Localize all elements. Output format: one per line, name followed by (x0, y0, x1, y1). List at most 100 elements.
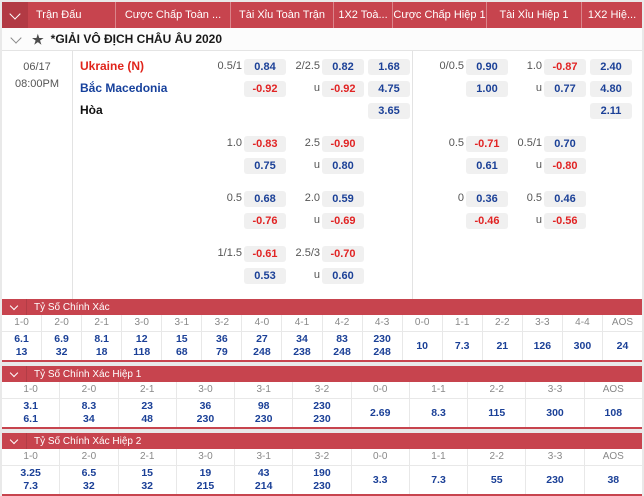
score-odds[interactable]: 19 (199, 467, 212, 479)
h1-1x2-odds[interactable]: 2.40 (590, 58, 632, 75)
team-name-away[interactable]: Bắc Macedonia (80, 80, 168, 95)
ft-1x2-odds[interactable]: 1.68 (368, 58, 410, 75)
score-odds[interactable]: 2.69 (370, 406, 391, 419)
score-odds[interactable]: 248 (253, 346, 271, 358)
score-odds[interactable]: 27 (256, 333, 268, 345)
ft-handicap-odds[interactable]: -0.76 (244, 212, 286, 229)
score-odds[interactable]: 248 (333, 346, 351, 358)
score-odds[interactable]: 6.9 (54, 333, 69, 345)
h1-overunder-odds[interactable]: -0.87 (544, 58, 586, 75)
score-odds[interactable]: 7.3 (454, 339, 470, 352)
score-odds[interactable]: 6.1 (23, 413, 38, 425)
score-odds[interactable]: 13 (15, 346, 28, 358)
score-odds[interactable]: 115 (488, 406, 506, 419)
chevron-box[interactable] (2, 299, 27, 315)
ft-overunder-odds[interactable]: -0.92 (322, 80, 364, 97)
score-odds[interactable]: 83 (336, 333, 348, 345)
score-odds[interactable]: 8.1 (94, 333, 109, 345)
ft-handicap-odds[interactable]: 0.84 (244, 58, 286, 75)
team-name-draw[interactable]: Hòa (80, 102, 103, 117)
h1-handicap-odds[interactable]: -0.46 (466, 212, 508, 229)
score-odds[interactable]: 98 (257, 400, 270, 412)
ft-handicap-odds[interactable]: 0.75 (244, 157, 286, 174)
chevron-box[interactable] (2, 433, 27, 449)
score-odds[interactable]: 230 (546, 473, 564, 486)
score-odds[interactable]: 214 (254, 480, 273, 492)
ft-overunder-odds[interactable]: 0.59 (322, 190, 364, 207)
h1-overunder-odds[interactable]: -0.80 (544, 157, 586, 174)
score-odds[interactable]: 118 (133, 346, 151, 358)
h1-handicap-odds[interactable]: -0.71 (466, 135, 508, 152)
ft-handicap-odds[interactable]: -0.61 (244, 245, 286, 262)
score-odds[interactable]: 215 (196, 480, 215, 492)
score-odds[interactable]: 43 (257, 467, 270, 479)
score-odds[interactable]: 300 (546, 406, 564, 419)
h1-handicap-odds[interactable]: 1.00 (466, 80, 508, 97)
ft-1x2-odds[interactable]: 4.75 (368, 80, 410, 97)
star-icon[interactable]: ★ (32, 31, 44, 47)
team-name-home[interactable]: Ukraine (N) (80, 58, 145, 73)
score-odds[interactable]: 230 (313, 400, 331, 412)
ft-handicap-odds[interactable]: -0.83 (244, 135, 286, 152)
h1-handicap-odds[interactable]: 0.90 (466, 58, 508, 75)
ft-overunder-odds[interactable]: -0.90 (322, 135, 364, 152)
score-odds[interactable]: 248 (373, 346, 391, 358)
score-odds[interactable]: 21 (496, 339, 509, 352)
score-odds[interactable]: 10 (416, 339, 428, 352)
h1-handicap-odds[interactable]: 0.36 (466, 190, 508, 207)
score-odds[interactable]: 48 (141, 413, 153, 425)
chevron-box[interactable] (2, 366, 27, 382)
h1-1x2-odds[interactable]: 4.80 (590, 80, 632, 97)
score-odds[interactable]: 32 (141, 480, 153, 492)
ft-overunder-odds[interactable]: -0.69 (322, 212, 364, 229)
score-odds[interactable]: 24 (616, 339, 629, 352)
score-odds[interactable]: 55 (490, 473, 503, 486)
score-odds[interactable]: 230 (313, 480, 331, 492)
ft-handicap-odds[interactable]: 0.68 (244, 190, 286, 207)
score-odds[interactable]: 15 (141, 467, 153, 479)
h1-1x2-odds[interactable]: 2.11 (590, 102, 632, 119)
score-odds[interactable]: 108 (604, 406, 623, 419)
score-odds[interactable]: 6.5 (81, 467, 97, 479)
h1-handicap-odds[interactable]: 0.61 (466, 157, 508, 174)
score-odds[interactable]: 300 (573, 339, 592, 352)
ft-1x2-odds[interactable]: 3.65 (368, 102, 410, 119)
collapse-all-button[interactable] (2, 2, 28, 28)
score-odds[interactable]: 230 (196, 413, 215, 425)
score-odds[interactable]: 8.3 (81, 400, 97, 412)
score-odds[interactable]: 3.1 (23, 400, 38, 412)
score-odds[interactable]: 7.3 (431, 473, 446, 486)
ft-overunder-odds[interactable]: 0.60 (322, 267, 364, 284)
score-odds[interactable]: 3.25 (20, 467, 41, 479)
score-odds[interactable]: 34 (83, 413, 95, 425)
ft-handicap-odds[interactable]: 0.53 (244, 267, 286, 284)
ft-overunder-odds[interactable]: -0.70 (322, 245, 364, 262)
score-odds[interactable]: 68 (175, 346, 188, 358)
ft-overunder-odds[interactable]: 0.82 (322, 58, 364, 75)
score-odds[interactable]: 230 (313, 413, 331, 425)
score-odds[interactable]: 23 (141, 400, 153, 412)
h1-overunder-odds[interactable]: -0.56 (544, 212, 586, 229)
score-odds[interactable]: 7.3 (23, 480, 38, 492)
score-odds[interactable]: 230 (373, 333, 391, 345)
ft-overunder-odds[interactable]: 0.80 (322, 157, 364, 174)
score-odds[interactable]: 190 (313, 467, 331, 479)
score-odds[interactable]: 238 (293, 346, 311, 358)
ft-handicap-odds[interactable]: -0.92 (244, 80, 286, 97)
score-section-header[interactable]: Tỷ Số Chính Xác Hiệp 2 (2, 433, 642, 449)
score-odds[interactable]: 15 (175, 333, 188, 345)
score-section-header[interactable]: Tỷ Số Chính Xác (2, 299, 642, 315)
score-odds[interactable]: 6.1 (14, 333, 29, 345)
score-odds[interactable]: 34 (296, 333, 308, 345)
h1-overunder-odds[interactable]: 0.77 (544, 80, 586, 97)
score-odds[interactable]: 3.3 (372, 473, 388, 486)
score-odds[interactable]: 12 (135, 333, 148, 345)
score-odds[interactable]: 32 (83, 480, 95, 492)
score-odds[interactable]: 8.3 (431, 406, 446, 419)
score-odds[interactable]: 18 (95, 346, 108, 358)
league-row[interactable]: ★ *GIẢI VÔ ĐỊCH CHÂU ÂU 2020 (2, 28, 642, 51)
score-odds[interactable]: 38 (607, 473, 620, 486)
score-odds[interactable]: 79 (216, 346, 228, 358)
score-odds[interactable]: 36 (216, 333, 228, 345)
h1-overunder-odds[interactable]: 0.70 (544, 135, 586, 152)
